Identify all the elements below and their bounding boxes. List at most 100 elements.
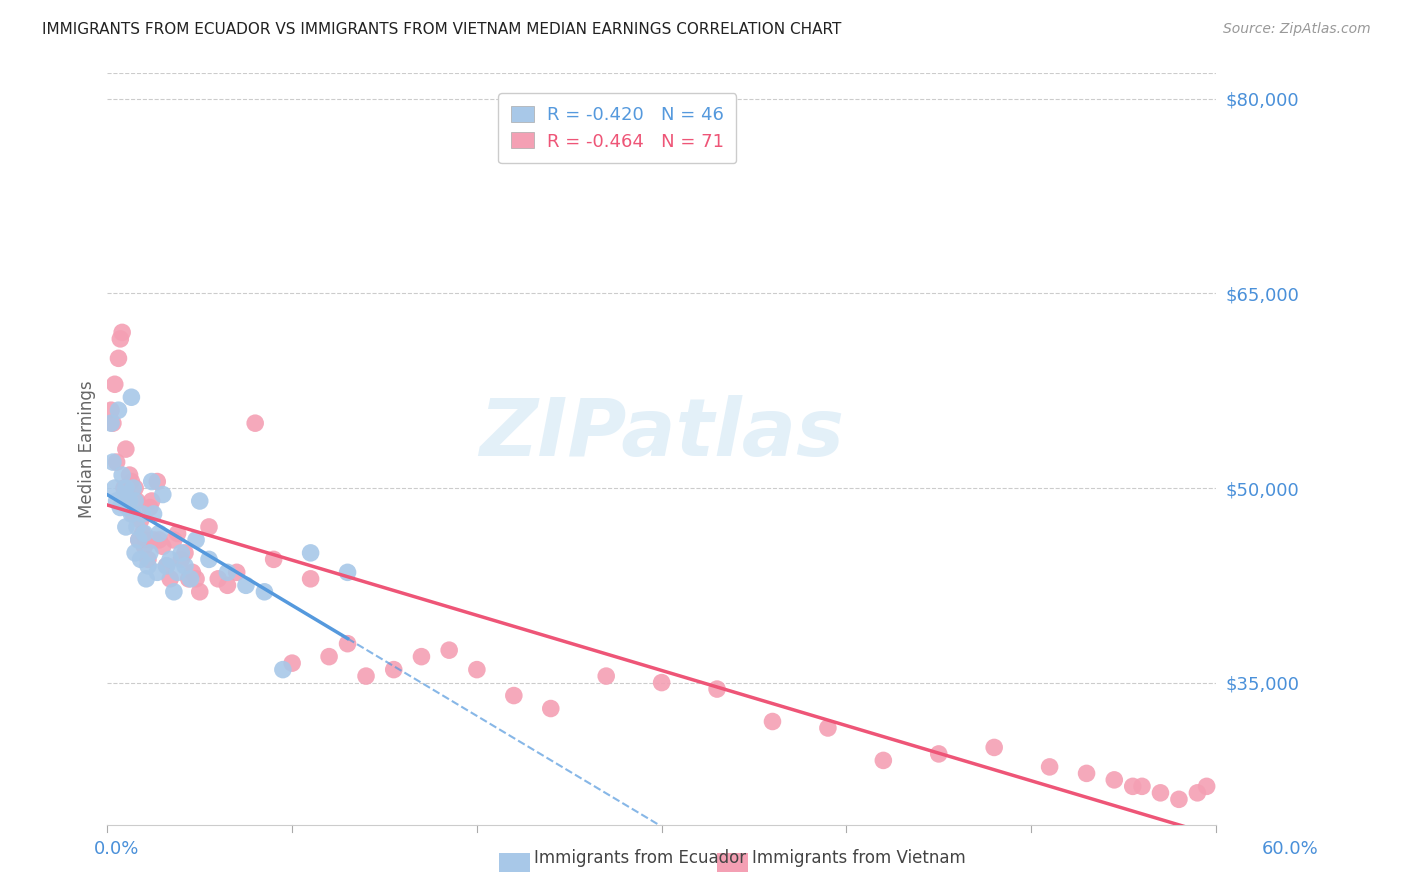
Point (110, 332, 132, 346)
Point (595, 669, 617, 683)
Point (159, 552, 181, 566)
Point (174, 546, 197, 560)
Point (502, 689, 524, 703)
Point (243, 416, 266, 430)
Point (124, 481, 146, 495)
Point (120, 475, 142, 489)
Point (112, 481, 135, 495)
Point (198, 520, 221, 534)
Point (100, 416, 122, 430)
Point (166, 566, 188, 580)
Point (136, 558, 159, 573)
Point (217, 578, 239, 592)
Point (117, 500, 139, 515)
Point (198, 552, 221, 566)
Text: Source: ZipAtlas.com: Source: ZipAtlas.com (1223, 22, 1371, 37)
Point (271, 663, 294, 677)
Point (124, 494, 146, 508)
Point (110, 500, 132, 515)
Point (263, 552, 285, 566)
Point (437, 643, 460, 657)
Point (146, 475, 169, 489)
Point (217, 566, 239, 580)
Point (166, 526, 188, 541)
Point (177, 572, 200, 586)
Point (141, 475, 163, 489)
Point (983, 740, 1005, 755)
Point (115, 481, 138, 495)
Point (163, 584, 186, 599)
Point (142, 533, 165, 547)
Point (124, 546, 146, 560)
Point (118, 468, 141, 483)
Point (152, 540, 174, 554)
Point (1187, 786, 1209, 800)
Point (125, 494, 148, 508)
Point (184, 533, 207, 547)
Point (170, 552, 193, 566)
Point (131, 526, 153, 541)
Text: 0.0%: 0.0% (94, 840, 139, 858)
Point (281, 656, 304, 670)
Point (135, 572, 157, 586)
Point (115, 520, 138, 534)
Point (152, 487, 174, 501)
Point (146, 566, 169, 580)
Point (128, 533, 150, 547)
Point (817, 721, 839, 735)
Point (1130, 780, 1153, 794)
Point (155, 558, 177, 573)
Point (120, 390, 142, 404)
Point (1104, 772, 1126, 787)
Point (181, 566, 204, 580)
Text: IMMIGRANTS FROM ECUADOR VS IMMIGRANTS FROM VIETNAM MEDIAN EARNINGS CORRELATION C: IMMIGRANTS FROM ECUADOR VS IMMIGRANTS FR… (42, 22, 842, 37)
Point (120, 507, 142, 521)
Point (136, 552, 159, 566)
Point (100, 403, 122, 417)
Point (188, 494, 211, 508)
Point (107, 403, 129, 417)
Point (184, 572, 207, 586)
Point (465, 663, 488, 677)
Point (207, 572, 229, 586)
Point (299, 572, 322, 586)
Point (299, 546, 322, 560)
Point (101, 416, 124, 430)
Point (225, 566, 247, 580)
Point (129, 513, 152, 527)
Point (235, 578, 257, 592)
Point (134, 526, 156, 541)
Point (105, 455, 128, 469)
Point (104, 481, 127, 495)
Point (354, 669, 377, 683)
Text: Immigrants from Vietnam: Immigrants from Vietnam (752, 849, 966, 867)
Point (336, 566, 359, 580)
Point (142, 507, 165, 521)
Point (141, 494, 163, 508)
Point (382, 663, 405, 677)
Legend: R = -0.420   N = 46, R = -0.464   N = 71: R = -0.420 N = 46, R = -0.464 N = 71 (498, 94, 737, 163)
Point (134, 540, 156, 554)
Point (112, 487, 135, 501)
Point (104, 377, 127, 392)
Point (411, 649, 433, 664)
Point (101, 455, 124, 469)
Point (139, 546, 162, 560)
Point (135, 533, 157, 547)
Point (180, 572, 202, 586)
Point (336, 637, 359, 651)
Point (107, 351, 129, 366)
Point (1039, 760, 1062, 774)
Point (122, 507, 145, 521)
Point (122, 481, 145, 495)
Point (139, 500, 162, 515)
Point (125, 520, 148, 534)
Point (872, 753, 894, 767)
Point (111, 326, 134, 340)
Point (148, 526, 170, 541)
Point (1168, 792, 1191, 806)
Point (129, 552, 152, 566)
Point (1149, 786, 1171, 800)
Point (115, 442, 138, 456)
Point (163, 533, 186, 547)
